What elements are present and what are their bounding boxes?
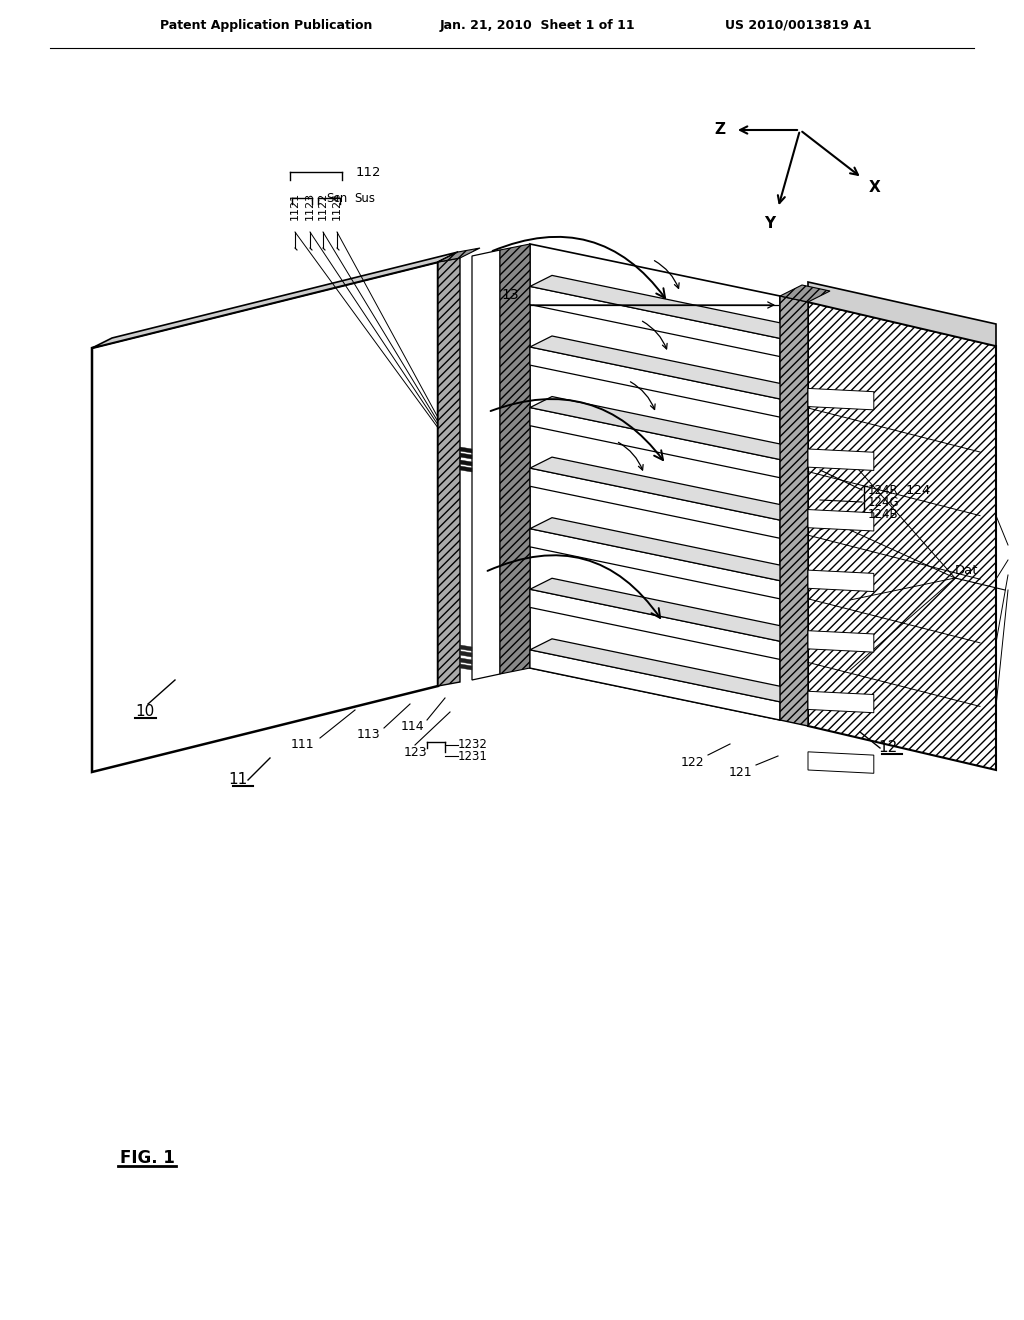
Text: 114: 114 [400, 719, 424, 733]
Polygon shape [808, 302, 996, 770]
Polygon shape [530, 396, 802, 459]
Polygon shape [530, 529, 780, 599]
Polygon shape [530, 639, 802, 702]
Text: Y: Y [765, 215, 775, 231]
Polygon shape [500, 244, 530, 675]
Polygon shape [780, 296, 808, 726]
Polygon shape [460, 453, 472, 459]
Polygon shape [460, 657, 472, 664]
Polygon shape [530, 244, 780, 719]
Polygon shape [438, 248, 480, 261]
Text: X: X [869, 180, 881, 194]
Text: 1232: 1232 [458, 738, 487, 751]
Polygon shape [460, 459, 472, 466]
Polygon shape [808, 570, 873, 591]
Text: 1121: 1121 [290, 191, 300, 220]
Text: 1122: 1122 [318, 191, 328, 220]
Polygon shape [460, 651, 472, 657]
Polygon shape [530, 578, 802, 642]
Text: 123: 123 [403, 746, 427, 759]
Polygon shape [808, 510, 873, 531]
Polygon shape [808, 692, 873, 713]
Polygon shape [92, 252, 458, 348]
Polygon shape [530, 276, 802, 338]
Text: 113: 113 [356, 729, 380, 742]
Text: 124G: 124G [868, 495, 900, 508]
Text: 112: 112 [356, 165, 382, 178]
Polygon shape [92, 261, 438, 772]
Polygon shape [808, 449, 873, 470]
Polygon shape [530, 347, 780, 417]
Text: 1124: 1124 [332, 191, 342, 220]
Text: Scn: Scn [326, 191, 347, 205]
Text: Z: Z [715, 121, 725, 136]
Polygon shape [530, 457, 802, 520]
Text: 12: 12 [879, 741, 898, 755]
Polygon shape [438, 252, 458, 686]
Polygon shape [808, 282, 996, 346]
Text: 11: 11 [228, 772, 248, 788]
Polygon shape [460, 466, 472, 473]
Polygon shape [808, 388, 873, 411]
Text: 10: 10 [135, 705, 155, 719]
Polygon shape [530, 408, 780, 478]
Text: 1123: 1123 [305, 191, 315, 220]
Polygon shape [780, 285, 830, 302]
Polygon shape [460, 664, 472, 671]
Polygon shape [530, 286, 780, 356]
Text: Patent Application Publication: Patent Application Publication [160, 18, 373, 32]
Polygon shape [530, 337, 802, 399]
Text: 124: 124 [906, 483, 932, 496]
Text: 121: 121 [728, 766, 752, 779]
Polygon shape [438, 257, 460, 686]
Polygon shape [530, 649, 780, 719]
Text: 124R: 124R [868, 483, 899, 496]
Text: Jan. 21, 2010  Sheet 1 of 11: Jan. 21, 2010 Sheet 1 of 11 [440, 18, 636, 32]
Text: 122: 122 [680, 755, 703, 768]
Text: 1231: 1231 [458, 750, 487, 763]
Polygon shape [808, 631, 873, 652]
Text: FIG. 1: FIG. 1 [120, 1148, 175, 1167]
Text: 13: 13 [501, 288, 519, 302]
Text: 124B: 124B [868, 507, 899, 520]
Polygon shape [460, 447, 472, 453]
Polygon shape [530, 589, 780, 660]
Polygon shape [808, 752, 873, 774]
Polygon shape [472, 249, 500, 680]
Text: Dat: Dat [955, 564, 979, 577]
Polygon shape [460, 645, 472, 651]
Polygon shape [530, 469, 780, 539]
Text: Sus: Sus [354, 191, 375, 205]
Text: US 2010/0013819 A1: US 2010/0013819 A1 [725, 18, 871, 32]
Polygon shape [530, 517, 802, 581]
Text: 111: 111 [290, 738, 313, 751]
